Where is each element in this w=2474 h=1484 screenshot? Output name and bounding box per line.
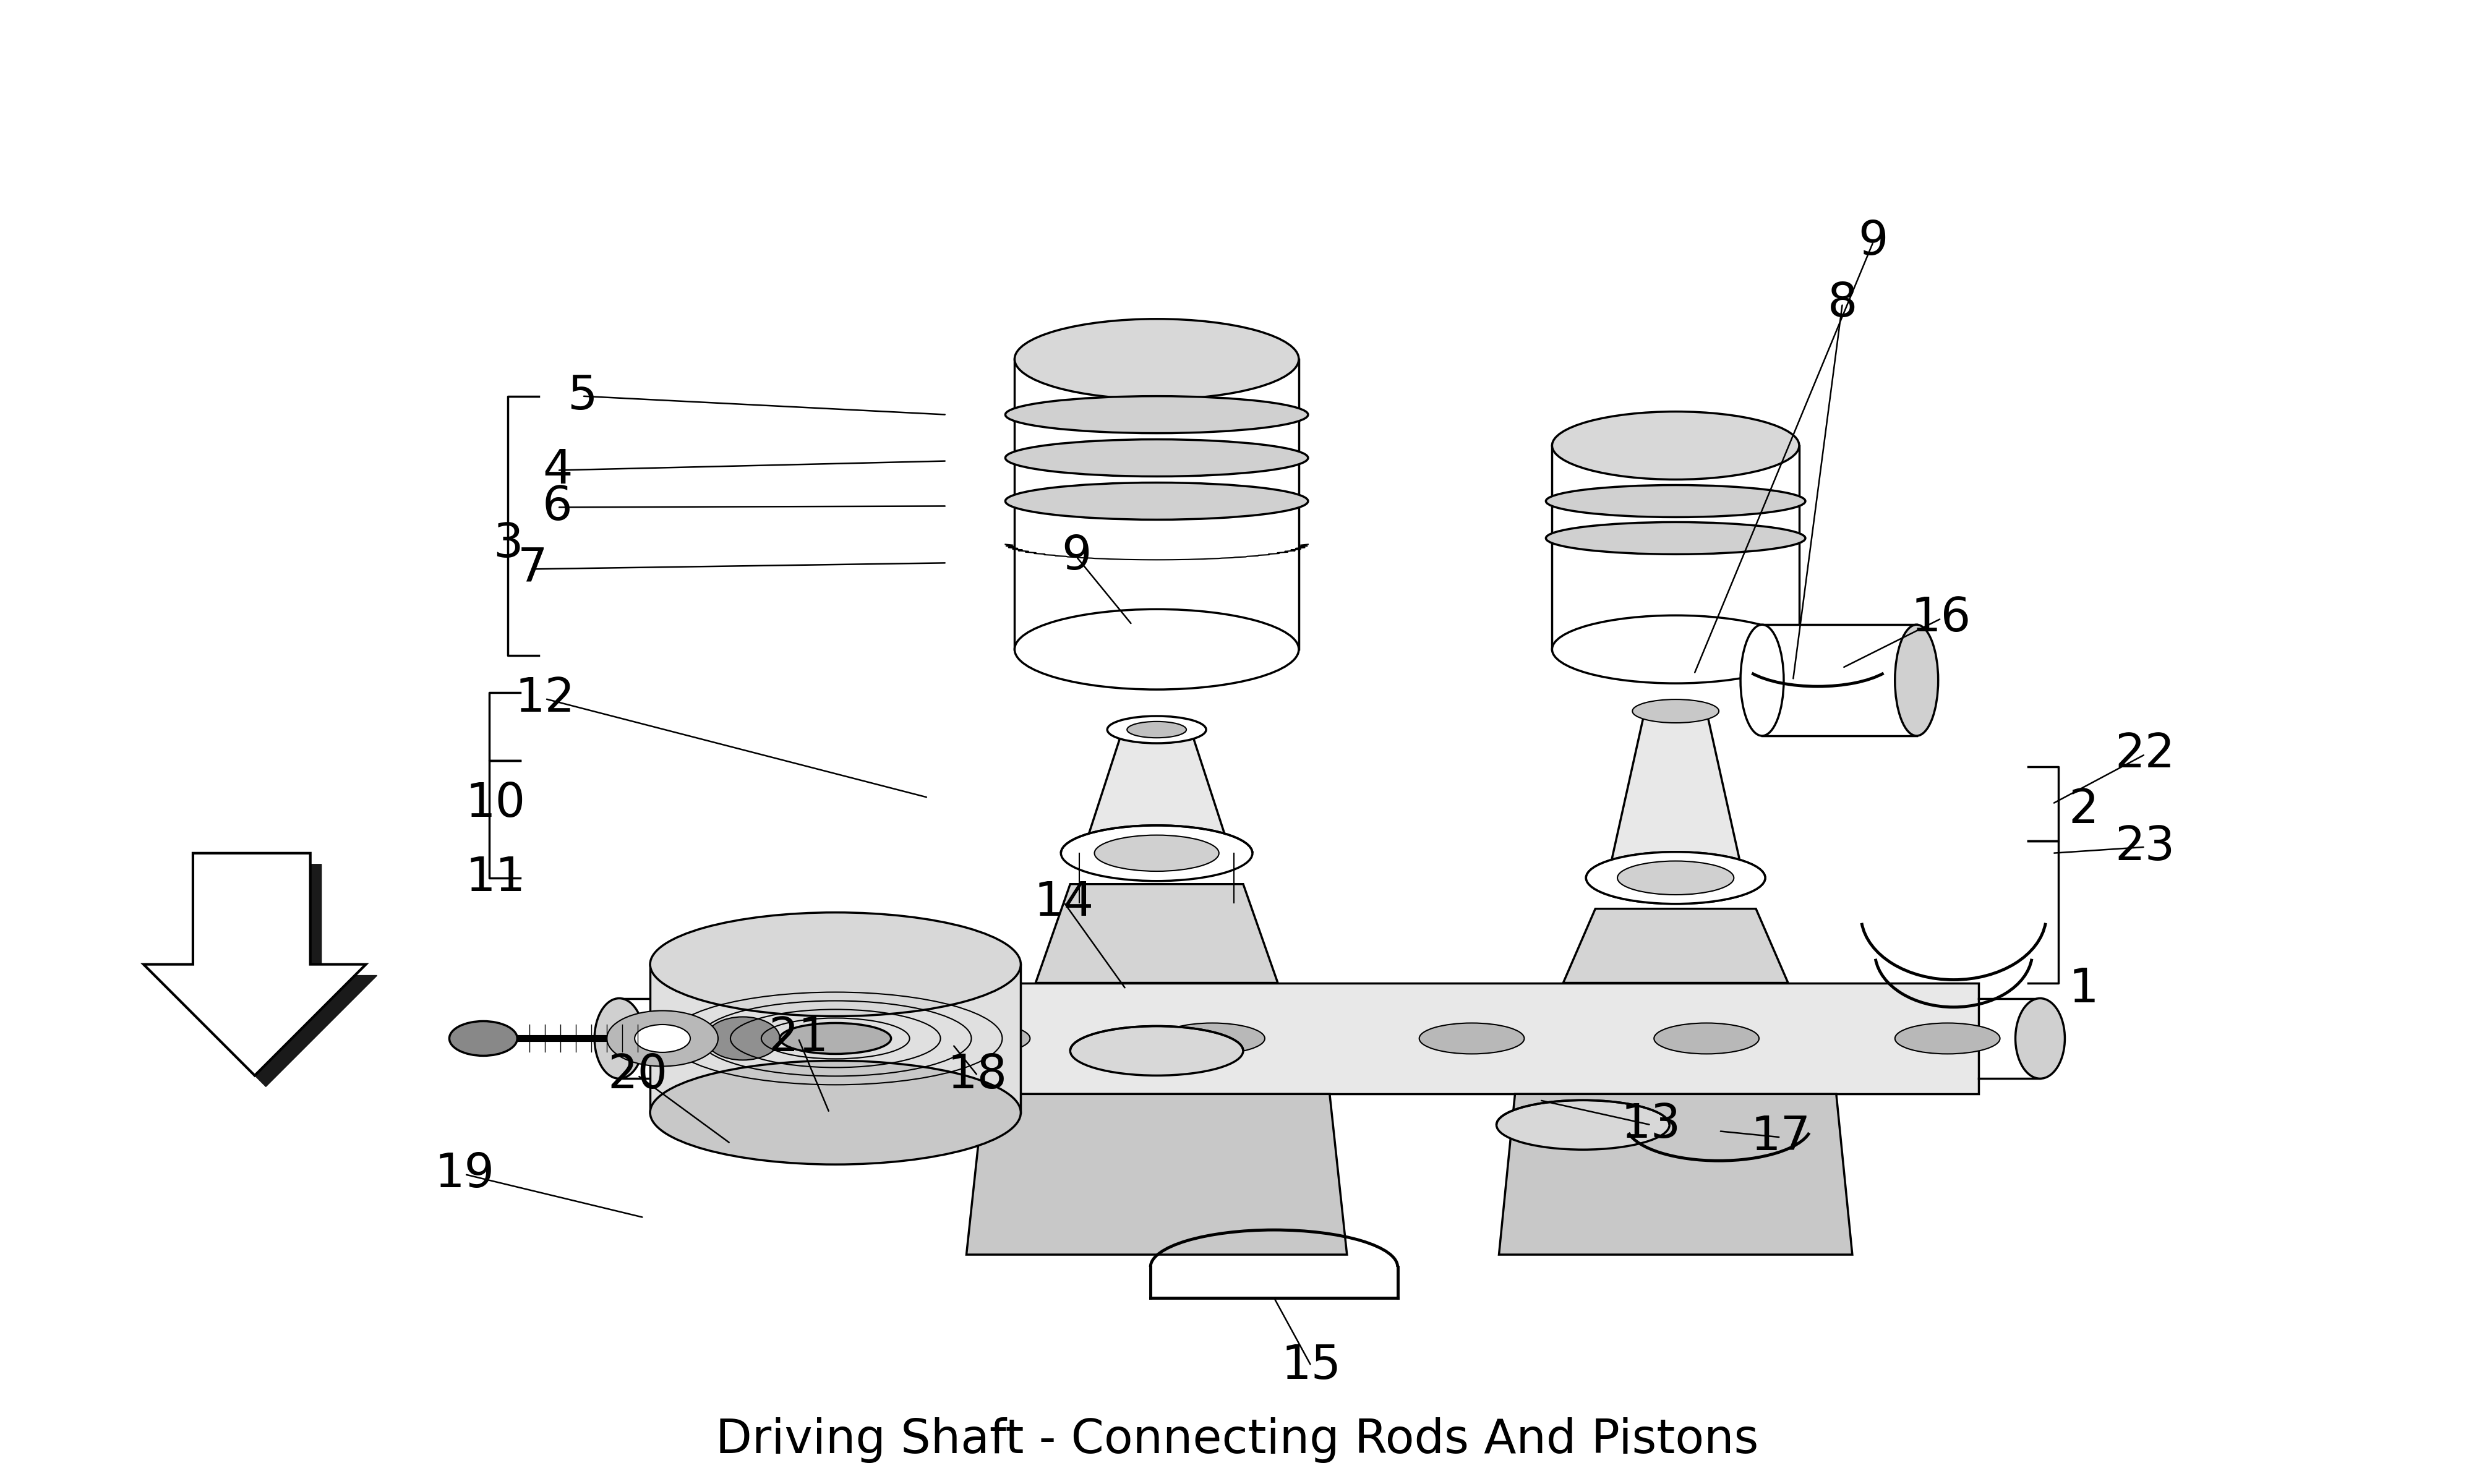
Ellipse shape <box>1586 852 1766 904</box>
Text: 9: 9 <box>1858 218 1888 264</box>
Text: 19: 19 <box>435 1152 495 1198</box>
Ellipse shape <box>636 1024 690 1052</box>
Ellipse shape <box>2016 999 2066 1079</box>
Text: 6: 6 <box>542 484 571 530</box>
Text: 5: 5 <box>567 374 596 418</box>
Polygon shape <box>1761 625 1917 736</box>
Polygon shape <box>967 1094 1346 1254</box>
Ellipse shape <box>1895 625 1937 736</box>
Ellipse shape <box>1004 439 1309 476</box>
Ellipse shape <box>1586 852 1766 904</box>
Ellipse shape <box>1160 1022 1264 1054</box>
Ellipse shape <box>1061 825 1252 881</box>
Text: 11: 11 <box>465 855 527 901</box>
Ellipse shape <box>1014 319 1299 399</box>
Text: 8: 8 <box>1828 280 1858 326</box>
Polygon shape <box>156 864 376 1086</box>
Ellipse shape <box>925 1022 1029 1054</box>
Ellipse shape <box>1551 411 1799 479</box>
Polygon shape <box>742 982 1979 1094</box>
Text: 14: 14 <box>1034 880 1094 926</box>
Ellipse shape <box>705 1017 779 1060</box>
Polygon shape <box>1608 711 1744 879</box>
Text: 12: 12 <box>515 675 574 721</box>
Text: 20: 20 <box>609 1052 668 1098</box>
Ellipse shape <box>651 913 1022 1017</box>
Ellipse shape <box>1420 1022 1524 1054</box>
Polygon shape <box>143 853 366 1076</box>
Ellipse shape <box>1618 861 1734 895</box>
Ellipse shape <box>1014 610 1299 690</box>
Text: 4: 4 <box>542 447 571 493</box>
Polygon shape <box>1014 359 1299 650</box>
Text: 21: 21 <box>769 1015 829 1061</box>
Polygon shape <box>651 965 1022 1113</box>
Text: 15: 15 <box>1282 1343 1341 1389</box>
Polygon shape <box>1551 445 1799 650</box>
Polygon shape <box>1499 1094 1853 1254</box>
Ellipse shape <box>690 1022 794 1054</box>
Polygon shape <box>1084 730 1232 853</box>
Ellipse shape <box>1071 1025 1242 1076</box>
Ellipse shape <box>1066 827 1247 879</box>
Polygon shape <box>1037 884 1277 982</box>
Text: 23: 23 <box>2115 824 2175 870</box>
Text: 3: 3 <box>492 521 522 567</box>
Ellipse shape <box>450 1021 517 1055</box>
Ellipse shape <box>1742 625 1784 736</box>
Text: 2: 2 <box>2068 787 2098 833</box>
Text: 16: 16 <box>1912 595 1972 641</box>
Ellipse shape <box>1655 1022 1759 1054</box>
Ellipse shape <box>1497 1100 1670 1150</box>
Ellipse shape <box>1004 482 1309 519</box>
Ellipse shape <box>1546 522 1806 554</box>
Polygon shape <box>1564 908 1789 982</box>
Ellipse shape <box>1108 717 1207 743</box>
Ellipse shape <box>1108 717 1207 743</box>
Text: 18: 18 <box>948 1052 1007 1098</box>
Text: Driving Shaft - Connecting Rods And Pistons: Driving Shaft - Connecting Rods And Pist… <box>715 1417 1759 1463</box>
Ellipse shape <box>1128 721 1188 738</box>
Ellipse shape <box>1633 699 1719 723</box>
Ellipse shape <box>1094 835 1220 871</box>
Ellipse shape <box>1551 616 1799 683</box>
Text: 13: 13 <box>1620 1103 1680 1147</box>
Ellipse shape <box>1895 1022 1999 1054</box>
Text: 1: 1 <box>2068 966 2098 1012</box>
Text: 22: 22 <box>2115 732 2175 778</box>
Text: 10: 10 <box>465 781 527 827</box>
Text: 7: 7 <box>517 546 547 592</box>
Ellipse shape <box>606 1011 717 1066</box>
Text: 17: 17 <box>1752 1114 1811 1160</box>
Ellipse shape <box>779 1022 891 1054</box>
Ellipse shape <box>1004 396 1309 433</box>
Ellipse shape <box>594 999 643 1079</box>
Ellipse shape <box>651 1061 1022 1165</box>
Ellipse shape <box>1546 485 1806 518</box>
Text: 9: 9 <box>1061 534 1091 580</box>
